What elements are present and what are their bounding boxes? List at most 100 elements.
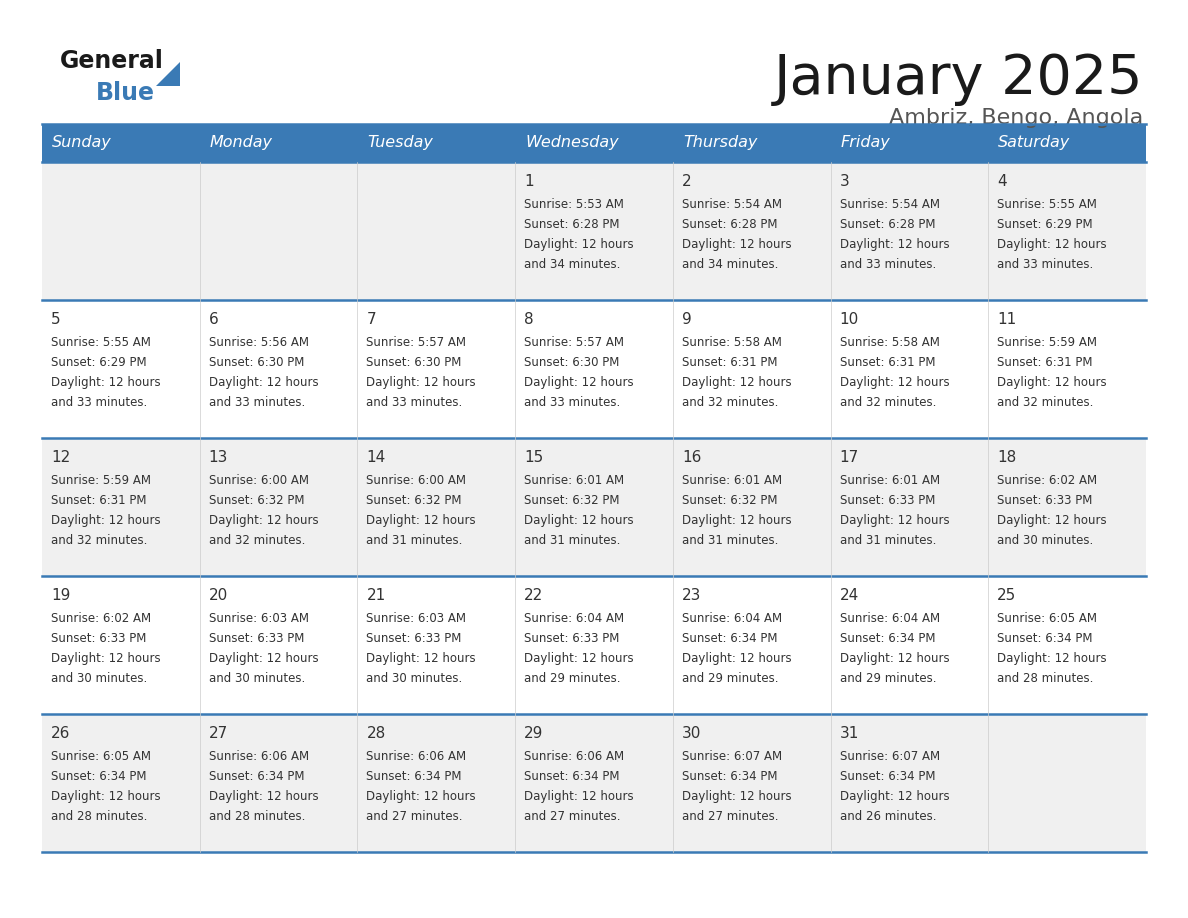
Text: Sunrise: 6:05 AM: Sunrise: 6:05 AM	[51, 750, 151, 763]
Text: and 30 minutes.: and 30 minutes.	[997, 534, 1093, 547]
Text: and 32 minutes.: and 32 minutes.	[51, 534, 147, 547]
Text: Sunset: 6:31 PM: Sunset: 6:31 PM	[682, 356, 777, 369]
Text: Sunset: 6:34 PM: Sunset: 6:34 PM	[209, 770, 304, 783]
Text: Thursday: Thursday	[683, 136, 757, 151]
Text: 10: 10	[840, 312, 859, 327]
Text: Sunrise: 5:59 AM: Sunrise: 5:59 AM	[997, 336, 1098, 349]
Text: Sunset: 6:34 PM: Sunset: 6:34 PM	[840, 632, 935, 645]
Text: Daylight: 12 hours: Daylight: 12 hours	[682, 238, 791, 251]
Text: Friday: Friday	[841, 136, 890, 151]
Text: Sunrise: 5:53 AM: Sunrise: 5:53 AM	[524, 198, 624, 211]
Text: Saturday: Saturday	[998, 136, 1070, 151]
Text: Sunrise: 6:06 AM: Sunrise: 6:06 AM	[524, 750, 624, 763]
Text: Wednesday: Wednesday	[525, 136, 619, 151]
Text: 22: 22	[524, 588, 543, 603]
Text: and 33 minutes.: and 33 minutes.	[366, 396, 462, 409]
Text: and 32 minutes.: and 32 minutes.	[840, 396, 936, 409]
Text: and 34 minutes.: and 34 minutes.	[682, 258, 778, 271]
Text: Sunset: 6:31 PM: Sunset: 6:31 PM	[51, 494, 146, 507]
Text: Sunset: 6:33 PM: Sunset: 6:33 PM	[997, 494, 1093, 507]
Text: Daylight: 12 hours: Daylight: 12 hours	[51, 790, 160, 803]
Text: Sunrise: 6:00 AM: Sunrise: 6:00 AM	[366, 474, 467, 487]
Text: and 28 minutes.: and 28 minutes.	[51, 810, 147, 823]
Text: Daylight: 12 hours: Daylight: 12 hours	[840, 790, 949, 803]
Text: Sunset: 6:33 PM: Sunset: 6:33 PM	[840, 494, 935, 507]
Text: and 29 minutes.: and 29 minutes.	[524, 672, 620, 685]
Text: and 30 minutes.: and 30 minutes.	[209, 672, 305, 685]
Text: and 32 minutes.: and 32 minutes.	[997, 396, 1094, 409]
Text: 9: 9	[682, 312, 691, 327]
Text: 19: 19	[51, 588, 70, 603]
Text: Sunrise: 5:55 AM: Sunrise: 5:55 AM	[51, 336, 151, 349]
Bar	[42, 162, 1146, 300]
Text: 5: 5	[51, 312, 61, 327]
Text: Daylight: 12 hours: Daylight: 12 hours	[366, 376, 476, 389]
Text: Daylight: 12 hours: Daylight: 12 hours	[840, 376, 949, 389]
Text: Sunset: 6:32 PM: Sunset: 6:32 PM	[524, 494, 620, 507]
Text: Sunset: 6:32 PM: Sunset: 6:32 PM	[209, 494, 304, 507]
Text: Sunrise: 5:58 AM: Sunrise: 5:58 AM	[840, 336, 940, 349]
Text: 15: 15	[524, 450, 543, 465]
Text: Monday: Monday	[210, 136, 273, 151]
Text: Sunset: 6:34 PM: Sunset: 6:34 PM	[840, 770, 935, 783]
Bar	[42, 124, 1146, 162]
Text: and 33 minutes.: and 33 minutes.	[524, 396, 620, 409]
Text: 25: 25	[997, 588, 1017, 603]
Text: Sunrise: 5:55 AM: Sunrise: 5:55 AM	[997, 198, 1098, 211]
Text: and 31 minutes.: and 31 minutes.	[682, 534, 778, 547]
Text: Daylight: 12 hours: Daylight: 12 hours	[840, 652, 949, 665]
Text: Sunrise: 6:05 AM: Sunrise: 6:05 AM	[997, 612, 1098, 625]
Text: Sunday: Sunday	[52, 136, 112, 151]
Text: Tuesday: Tuesday	[367, 136, 434, 151]
Text: Sunset: 6:33 PM: Sunset: 6:33 PM	[366, 632, 462, 645]
Text: Sunrise: 6:02 AM: Sunrise: 6:02 AM	[51, 612, 151, 625]
Text: Sunset: 6:28 PM: Sunset: 6:28 PM	[524, 218, 620, 231]
Text: 11: 11	[997, 312, 1017, 327]
Text: Sunset: 6:33 PM: Sunset: 6:33 PM	[209, 632, 304, 645]
Text: Daylight: 12 hours: Daylight: 12 hours	[524, 652, 633, 665]
Text: Daylight: 12 hours: Daylight: 12 hours	[682, 514, 791, 527]
Text: Sunrise: 6:04 AM: Sunrise: 6:04 AM	[524, 612, 624, 625]
Text: Sunset: 6:29 PM: Sunset: 6:29 PM	[51, 356, 146, 369]
Text: 4: 4	[997, 174, 1007, 189]
Bar	[42, 576, 1146, 714]
Bar	[42, 300, 1146, 438]
Text: and 33 minutes.: and 33 minutes.	[51, 396, 147, 409]
Text: Sunrise: 5:54 AM: Sunrise: 5:54 AM	[840, 198, 940, 211]
Text: Sunset: 6:34 PM: Sunset: 6:34 PM	[682, 770, 777, 783]
Bar	[42, 438, 1146, 576]
Text: January 2025: January 2025	[773, 52, 1143, 106]
Text: Daylight: 12 hours: Daylight: 12 hours	[209, 376, 318, 389]
Text: Daylight: 12 hours: Daylight: 12 hours	[209, 514, 318, 527]
Text: Sunrise: 6:07 AM: Sunrise: 6:07 AM	[682, 750, 782, 763]
Text: Sunset: 6:29 PM: Sunset: 6:29 PM	[997, 218, 1093, 231]
Text: Daylight: 12 hours: Daylight: 12 hours	[51, 652, 160, 665]
Text: Sunset: 6:34 PM: Sunset: 6:34 PM	[524, 770, 620, 783]
Text: Blue: Blue	[96, 81, 154, 105]
Text: 1: 1	[524, 174, 533, 189]
Text: Daylight: 12 hours: Daylight: 12 hours	[682, 652, 791, 665]
Text: Daylight: 12 hours: Daylight: 12 hours	[997, 652, 1107, 665]
Text: and 28 minutes.: and 28 minutes.	[209, 810, 305, 823]
Text: Sunset: 6:32 PM: Sunset: 6:32 PM	[366, 494, 462, 507]
Text: Daylight: 12 hours: Daylight: 12 hours	[366, 652, 476, 665]
Text: Daylight: 12 hours: Daylight: 12 hours	[366, 514, 476, 527]
Text: and 30 minutes.: and 30 minutes.	[51, 672, 147, 685]
Text: Daylight: 12 hours: Daylight: 12 hours	[524, 376, 633, 389]
Text: Sunset: 6:33 PM: Sunset: 6:33 PM	[51, 632, 146, 645]
Text: Sunrise: 6:02 AM: Sunrise: 6:02 AM	[997, 474, 1098, 487]
Text: Sunrise: 5:58 AM: Sunrise: 5:58 AM	[682, 336, 782, 349]
Text: and 26 minutes.: and 26 minutes.	[840, 810, 936, 823]
Text: Sunrise: 6:01 AM: Sunrise: 6:01 AM	[524, 474, 624, 487]
Text: Daylight: 12 hours: Daylight: 12 hours	[997, 376, 1107, 389]
Text: 3: 3	[840, 174, 849, 189]
Text: Sunrise: 6:01 AM: Sunrise: 6:01 AM	[840, 474, 940, 487]
Bar	[42, 714, 1146, 852]
Text: Sunrise: 6:01 AM: Sunrise: 6:01 AM	[682, 474, 782, 487]
Text: and 27 minutes.: and 27 minutes.	[366, 810, 463, 823]
Text: Daylight: 12 hours: Daylight: 12 hours	[682, 376, 791, 389]
Text: 24: 24	[840, 588, 859, 603]
Polygon shape	[156, 62, 181, 86]
Text: Daylight: 12 hours: Daylight: 12 hours	[682, 790, 791, 803]
Text: 17: 17	[840, 450, 859, 465]
